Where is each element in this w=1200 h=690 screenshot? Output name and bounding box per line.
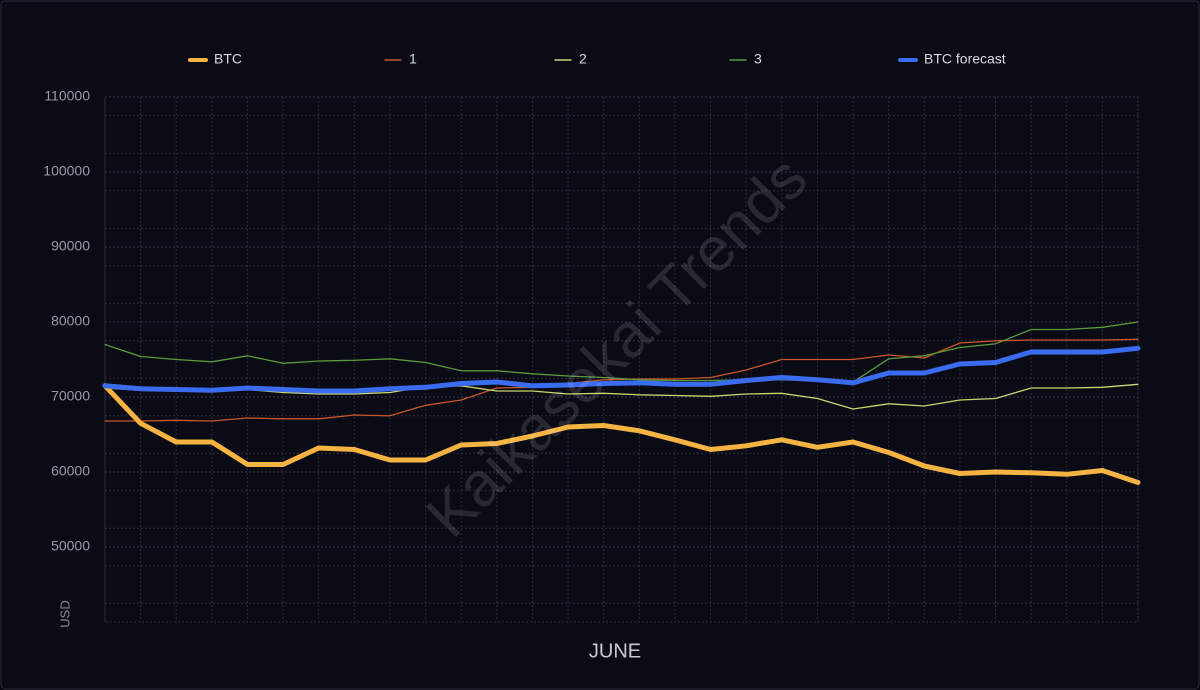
x-axis-label: JUNE	[589, 640, 641, 662]
y-tick-label: 110000	[44, 88, 90, 104]
y-tick-label: 60000	[51, 463, 90, 479]
series-line	[102, 345, 1141, 394]
y-tick-label: 100000	[43, 163, 90, 179]
legend-label: 1	[409, 51, 417, 67]
y-tick-label: 80000	[51, 313, 90, 329]
legend-label: 3	[754, 51, 762, 67]
y-tick-label: 90000	[51, 238, 90, 254]
lines	[102, 321, 1141, 485]
series-line	[104, 321, 1139, 383]
y-tick-label: 50000	[51, 538, 90, 554]
y-tick-label: 70000	[51, 388, 90, 404]
legend-label: 2	[579, 51, 587, 67]
y-axis-label: USD	[57, 600, 72, 627]
series-line	[104, 338, 1139, 422]
legend-label: BTC forecast	[924, 51, 1006, 67]
series-line	[102, 383, 1141, 485]
series-line	[104, 383, 1139, 410]
legend-label: BTC	[214, 51, 242, 67]
grid	[104, 96, 1139, 623]
